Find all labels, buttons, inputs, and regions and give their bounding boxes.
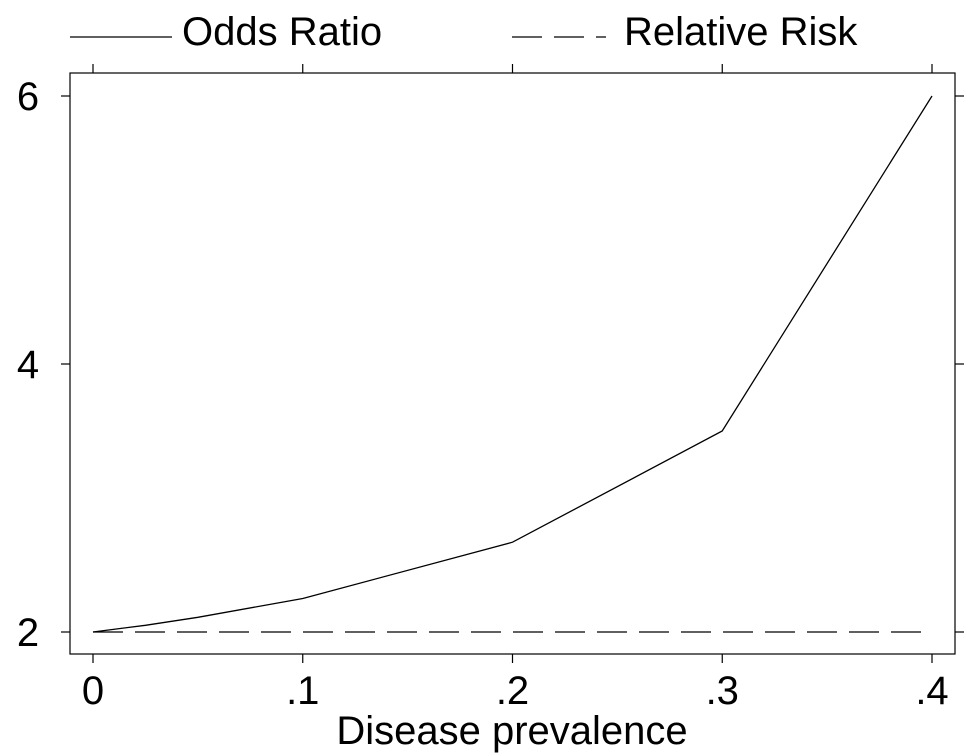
x-tick-label: .2: [496, 669, 529, 713]
x-tick-label: .4: [915, 669, 948, 713]
y-tick-label: 4: [17, 343, 39, 387]
x-tick-label: .3: [706, 669, 739, 713]
legend-label-1: Odds Ratio: [182, 10, 382, 54]
y-tick-label: 6: [17, 75, 39, 119]
x-tick-label: .1: [286, 669, 319, 713]
y-axis: 2 4 6: [17, 75, 964, 655]
x-axis: 0 .1 .2 .3 .4: [82, 64, 949, 713]
plot-frame: [69, 72, 956, 655]
series-layer: [92, 95, 933, 633]
series-line-1: [92, 95, 933, 633]
y-tick-label: 2: [17, 611, 39, 655]
x-tick-label: 0: [82, 669, 104, 713]
legend-label-2: Relative Risk: [624, 10, 858, 54]
x-axis-label: Disease prevalence: [336, 709, 687, 753]
legend: Odds Ratio Relative Risk: [70, 10, 858, 54]
